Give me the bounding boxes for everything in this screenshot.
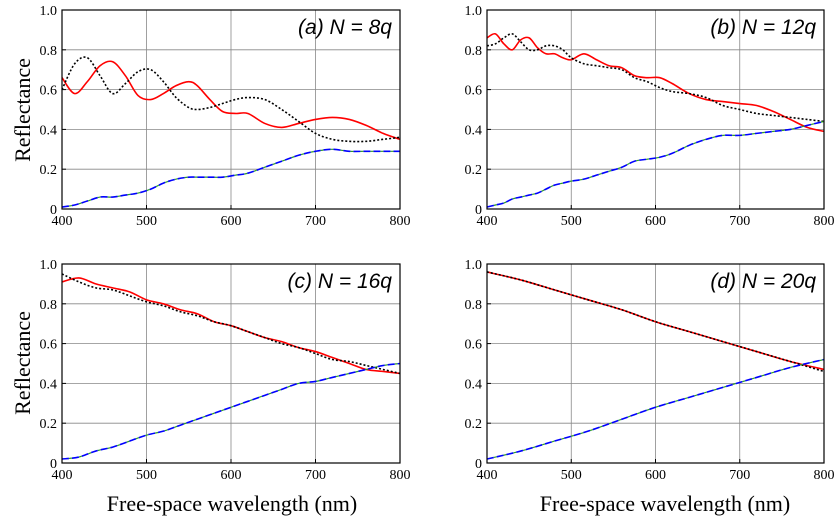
panel-title: (b) N = 12q xyxy=(710,16,816,39)
y-tick-label: 1.0 xyxy=(465,4,483,19)
x-tick-label: 400 xyxy=(52,214,73,229)
x-tick-label: 400 xyxy=(52,468,73,483)
y-tick-label: 0.8 xyxy=(465,44,483,59)
x-tick-label: 800 xyxy=(814,468,835,483)
y-tick-label: 0.4 xyxy=(465,377,483,392)
panel-title: (d) N = 20q xyxy=(710,270,816,293)
x-tick-label: 600 xyxy=(221,214,242,229)
x-tick-label: 800 xyxy=(390,214,411,229)
y-tick-label: 0.4 xyxy=(465,123,483,138)
series-line-overlay xyxy=(486,358,825,460)
panel-title: (a) N = 8q xyxy=(298,16,392,39)
series-line-overlay xyxy=(61,148,400,208)
series-line-solid xyxy=(486,271,825,371)
panel-title: (c) N = 16q xyxy=(288,270,393,293)
x-tick-label: 400 xyxy=(477,214,498,229)
y-axis-label-bottom: Reflectance xyxy=(10,311,35,415)
series-line-dashed xyxy=(486,358,825,460)
y-tick-label: 0.2 xyxy=(40,163,58,178)
panels: 400 500 600 700 800 0 0.2 0.4 0.6 0.8 1.0 (a) N = 8… xyxy=(40,4,835,483)
y-tick-label: 1.0 xyxy=(465,258,483,273)
series-line-dotted xyxy=(61,273,401,375)
y-tick-label: 1.0 xyxy=(40,4,58,19)
x-tick-label: 600 xyxy=(221,468,242,483)
x-tick-label: 500 xyxy=(136,214,157,229)
x-tick-label: 600 xyxy=(645,468,666,483)
x-tick-label: 800 xyxy=(390,468,411,483)
series-line-overlay xyxy=(486,120,825,208)
x-tick-label: 500 xyxy=(136,468,157,483)
series-line-dashed xyxy=(61,362,401,460)
y-tick-label: 0.4 xyxy=(40,377,58,392)
series-line-solid xyxy=(486,32,825,133)
y-tick-label: 0.8 xyxy=(40,298,58,313)
y-tick-label: 0.8 xyxy=(465,298,483,313)
x-tick-label: 600 xyxy=(645,214,666,229)
y-tick-label: 0.4 xyxy=(40,123,58,138)
x-tick-label: 400 xyxy=(477,468,498,483)
y-tick-label: 0 xyxy=(50,203,57,218)
panel-2: 400 500 600 700 800 0 0.2 0.4 0.6 0.8 1.0 (b) N = 1… xyxy=(465,4,835,229)
y-tick-label: 0.2 xyxy=(465,417,483,432)
x-axis-label-right: Free-space wavelength (nm) xyxy=(540,491,790,516)
y-tick-label: 0 xyxy=(475,203,482,218)
x-tick-label: 500 xyxy=(561,214,582,229)
x-tick-label: 500 xyxy=(561,468,582,483)
y-tick-label: 0.2 xyxy=(465,163,483,178)
y-tick-label: 0 xyxy=(475,457,482,472)
y-tick-label: 0.8 xyxy=(40,44,58,59)
y-tick-label: 0.6 xyxy=(465,84,483,99)
x-tick-label: 800 xyxy=(814,214,835,229)
y-axis-label-top: Reflectance xyxy=(10,58,35,162)
panel-4: 400 500 600 700 800 0 0.2 0.4 0.6 0.8 1.0 (d) N = 2… xyxy=(465,258,835,483)
panel-3: 400 500 600 700 800 0 0.2 0.4 0.6 0.8 1.0 (c) N = 1… xyxy=(40,258,411,483)
y-tick-label: 0 xyxy=(50,457,57,472)
y-tick-label: 1.0 xyxy=(40,258,58,273)
x-axis-label-left: Free-space wavelength (nm) xyxy=(107,491,357,516)
series-line-dashed xyxy=(61,148,400,208)
y-tick-label: 0.6 xyxy=(40,338,58,353)
series-line-dashed xyxy=(486,120,825,208)
y-tick-label: 0.6 xyxy=(465,338,483,353)
series-line-overlay xyxy=(61,362,401,460)
x-tick-label: 700 xyxy=(729,214,750,229)
series-line-solid xyxy=(61,60,401,141)
y-tick-label: 0.2 xyxy=(40,417,58,432)
y-tick-label: 0.6 xyxy=(40,84,58,99)
x-tick-label: 700 xyxy=(729,468,750,483)
x-tick-label: 700 xyxy=(305,214,326,229)
x-tick-label: 700 xyxy=(305,468,326,483)
series-line-dotted xyxy=(61,56,401,143)
panel-1: 400 500 600 700 800 0 0.2 0.4 0.6 0.8 1.0 (a) N = 8… xyxy=(40,4,411,229)
series-line-dotted xyxy=(486,32,825,123)
